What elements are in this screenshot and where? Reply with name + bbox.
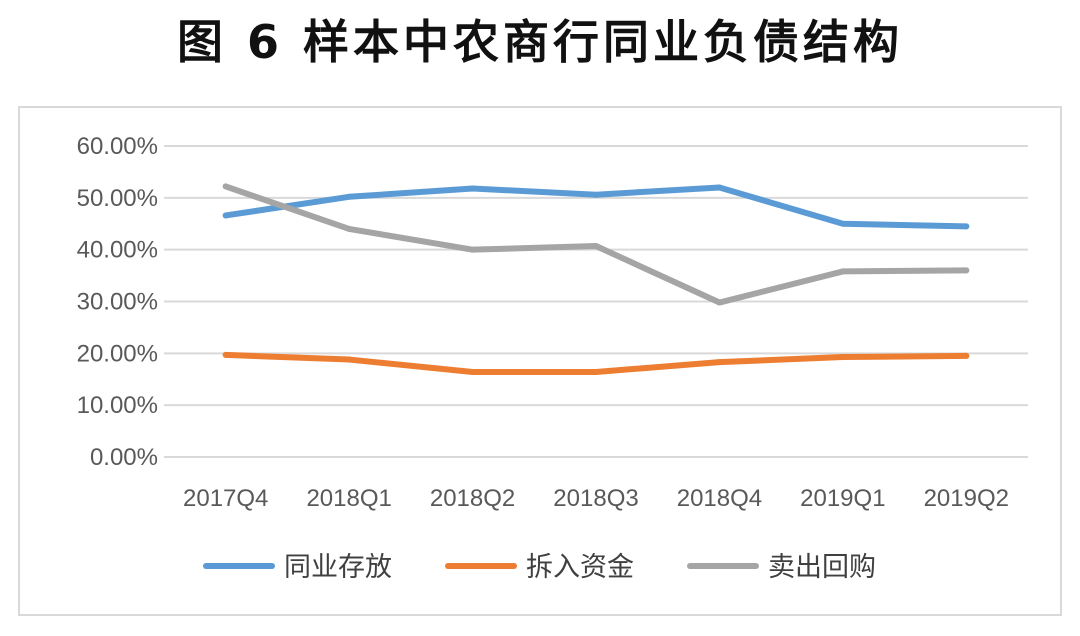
y-tick-label: 30.00% <box>77 289 158 316</box>
data-point <box>839 268 846 275</box>
y-tick-label: 40.00% <box>77 237 158 264</box>
data-point <box>222 183 229 190</box>
data-point <box>716 359 723 366</box>
data-point <box>346 225 353 232</box>
series-lines <box>222 183 970 375</box>
x-tick-label: 2018Q1 <box>306 485 391 512</box>
data-point <box>346 193 353 200</box>
data-point <box>716 184 723 191</box>
figure-title: 图 6 样本中农商行同业负债结构 <box>176 15 904 69</box>
data-point <box>963 352 970 359</box>
x-tick-label: 2018Q3 <box>553 485 638 512</box>
data-point <box>346 356 353 363</box>
y-tick-label: 50.00% <box>77 185 158 212</box>
data-point <box>469 246 476 253</box>
y-tick-label: 60.00% <box>77 133 158 160</box>
line-chart: 0.00% 10.00% 20.00% 30.00% 40.00% 50.00% 60.00… <box>77 133 1028 583</box>
legend-label: 拆入资金 <box>526 552 634 583</box>
data-point <box>963 223 970 230</box>
y-tick-label: 0.00% <box>90 444 158 471</box>
data-point <box>222 212 229 219</box>
data-point <box>839 220 846 227</box>
data-point <box>593 191 599 198</box>
legend-label: 同业存放 <box>284 552 392 583</box>
chart-area: 0.00% 10.00% 20.00% 30.00% 40.00% 50.00% 60.00… <box>18 106 1062 616</box>
data-point <box>222 351 229 358</box>
gridlines <box>164 145 1028 458</box>
y-axis-ticks: 0.00% 10.00% 20.00% 30.00% 40.00% 50.00% 60.00… <box>77 133 158 471</box>
data-point <box>593 243 599 250</box>
y-tick-label: 20.00% <box>77 340 158 367</box>
data-point <box>716 299 723 306</box>
x-tick-label: 2017Q4 <box>183 485 268 512</box>
legend: 同业存放 拆入资金 卖出回购 <box>203 552 876 583</box>
x-axis-ticks: 2017Q4 2018Q1 2018Q2 2018Q3 2018Q4 2019Q1 2019… <box>183 485 1009 512</box>
data-point <box>469 185 476 192</box>
data-point <box>593 368 599 375</box>
x-tick-label: 2019Q2 <box>924 485 1009 512</box>
x-tick-label: 2019Q1 <box>800 485 885 512</box>
y-tick-label: 10.00% <box>77 392 158 419</box>
data-point <box>963 267 970 274</box>
x-tick-label: 2018Q4 <box>677 485 762 512</box>
data-point <box>469 368 476 375</box>
x-tick-label: 2018Q2 <box>430 485 515 512</box>
legend-label: 卖出回购 <box>768 552 876 583</box>
data-point <box>839 353 846 360</box>
